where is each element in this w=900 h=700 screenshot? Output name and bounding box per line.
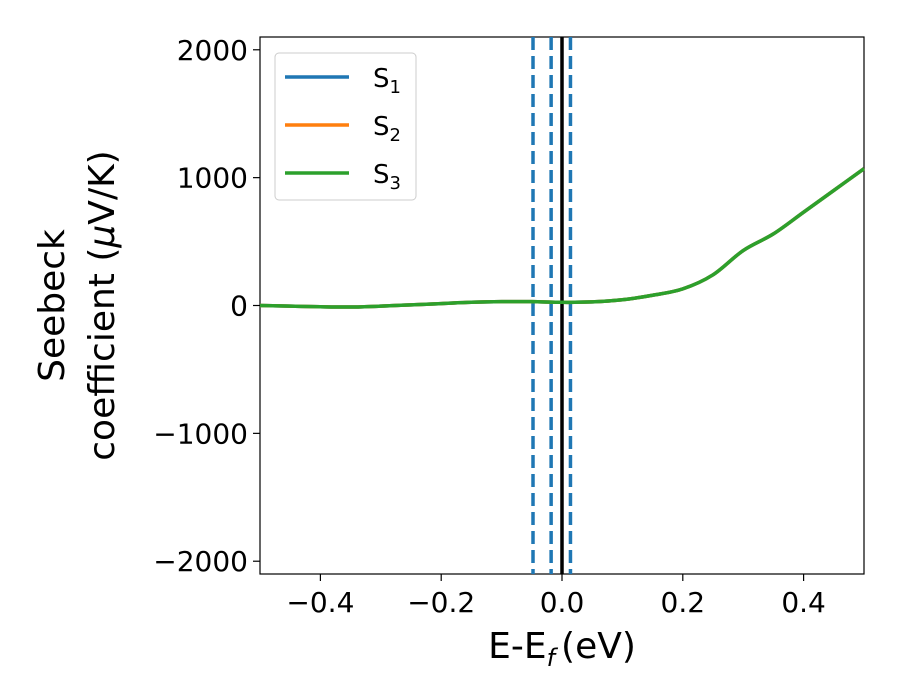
x-tick-label: 0.2 — [661, 586, 706, 619]
x-axis-ticks: −0.4 −0.2 0.0 0.2 0.4 — [286, 574, 826, 619]
x-tick-label: 0.0 — [540, 586, 585, 619]
x-tick-label: 0.4 — [781, 586, 826, 619]
y-axis-ticks: −2000 −1000 0 1000 2000 — [153, 34, 260, 578]
legend: S1 S2 S3 — [274, 52, 417, 201]
series-lines — [259, 167, 866, 309]
legend-label-s2: S2 — [373, 112, 401, 146]
series-line-s3 — [259, 167, 866, 309]
legend-label-s1: S1 — [373, 64, 401, 98]
x-axis-label: E-Ef (eV) — [488, 626, 636, 672]
y-tick-label: 0 — [230, 290, 248, 323]
x-tick-label: −0.4 — [286, 586, 354, 619]
y-axis-label-line1: Seebeck — [32, 229, 73, 382]
x-tick-label: −0.2 — [407, 586, 475, 619]
y-tick-label: −1000 — [153, 417, 248, 450]
vertical-lines — [531, 37, 573, 574]
y-axis-label-line2: coefficient (μV/K) — [82, 150, 123, 460]
y-tick-label: 1000 — [177, 162, 248, 195]
legend-label-s3: S3 — [373, 160, 401, 194]
y-tick-label: −2000 — [153, 545, 248, 578]
y-tick-label: 2000 — [177, 34, 248, 67]
